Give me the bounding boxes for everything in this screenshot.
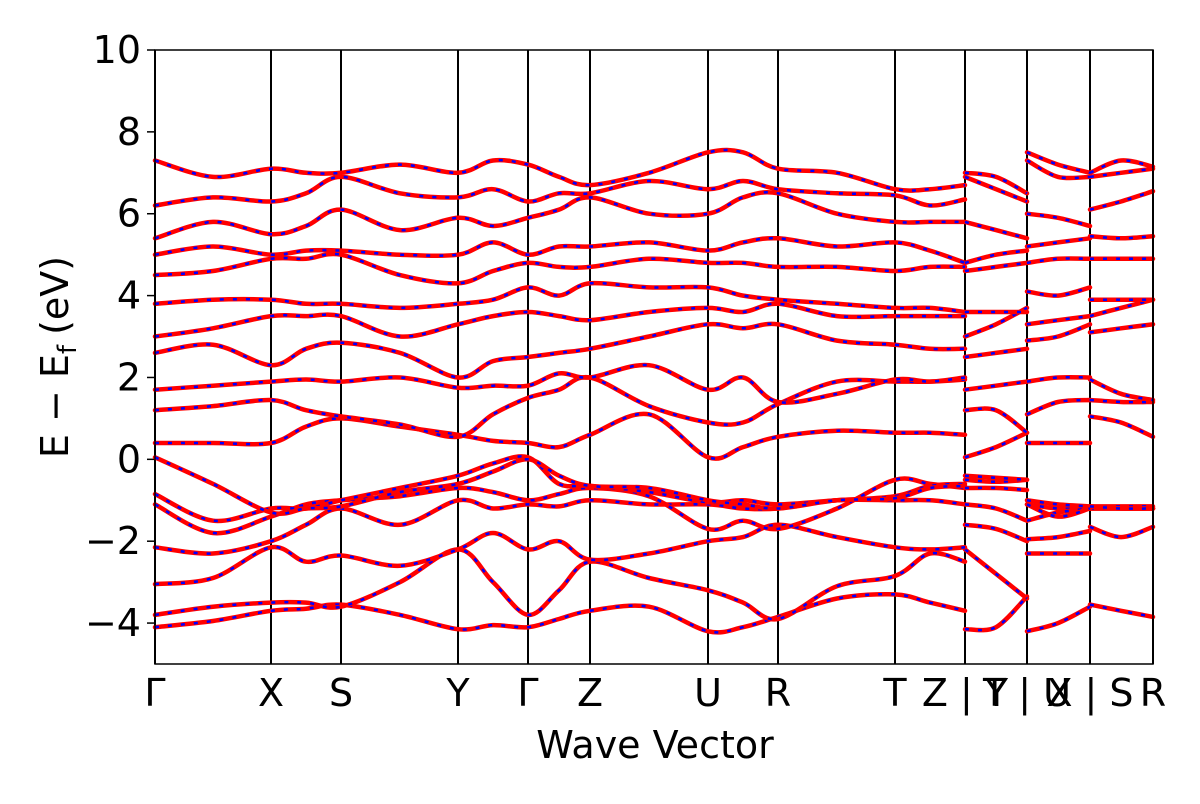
x-tick-label: Γ bbox=[517, 671, 538, 715]
band-dash bbox=[154, 592, 1154, 634]
band-line bbox=[152, 455, 1156, 519]
band-line bbox=[152, 591, 1156, 635]
x-tick-label: U bbox=[694, 671, 722, 715]
x-tick-label: R bbox=[1140, 671, 1166, 715]
band-dash bbox=[154, 507, 1153, 586]
x-axis-label: Wave Vector bbox=[536, 723, 774, 767]
y-tick-label: −2 bbox=[85, 519, 141, 563]
band-line bbox=[152, 524, 1156, 622]
band-line bbox=[152, 297, 1156, 339]
y-label-unit: (eV) bbox=[33, 256, 77, 335]
band-line bbox=[152, 411, 1156, 461]
band-line bbox=[152, 374, 1156, 440]
band-dash bbox=[154, 477, 1153, 535]
band-line bbox=[152, 454, 1156, 524]
y-tick-label: 2 bbox=[117, 355, 141, 399]
band-line bbox=[152, 321, 1156, 380]
band-line bbox=[152, 362, 1156, 405]
y-tick-label: 4 bbox=[117, 274, 141, 318]
y-label-sub: f bbox=[53, 344, 83, 354]
x-tick-label: Z bbox=[577, 671, 603, 715]
x-tick-label: T bbox=[882, 671, 907, 715]
band-dash bbox=[155, 412, 1154, 460]
y-tick-label: 6 bbox=[117, 192, 141, 236]
x-tick-label: R bbox=[765, 671, 791, 715]
y-tick-label: 0 bbox=[117, 437, 141, 481]
y-tick-label: 8 bbox=[117, 110, 141, 154]
band-dash bbox=[154, 525, 1154, 621]
band-line bbox=[152, 233, 1156, 266]
y-tick-label: −4 bbox=[85, 601, 141, 645]
band-line bbox=[152, 497, 1156, 556]
plot-frame bbox=[154, 49, 1154, 665]
x-tick-label: X bbox=[258, 671, 284, 715]
band-dash bbox=[154, 190, 1154, 240]
y-axis-label: E − Ef (eV) bbox=[33, 256, 83, 458]
x-tick-label: S bbox=[329, 671, 353, 715]
band-line bbox=[152, 147, 1156, 196]
y-tick-label: 10 bbox=[93, 28, 141, 72]
band-line bbox=[152, 188, 1156, 241]
x-tick-label: Γ bbox=[144, 671, 165, 715]
x-tick-label: T | U bbox=[982, 671, 1071, 716]
band-line bbox=[152, 506, 1156, 587]
band-line bbox=[152, 280, 1156, 315]
y-label-main: E − E bbox=[33, 354, 77, 458]
x-tick-label: X | S bbox=[1046, 671, 1133, 716]
band-line bbox=[152, 158, 1156, 208]
x-tick-label: Z | Y bbox=[922, 671, 1009, 716]
band-dash bbox=[154, 159, 1154, 207]
band-line bbox=[152, 251, 1156, 286]
x-tick-label: Y bbox=[445, 671, 470, 715]
